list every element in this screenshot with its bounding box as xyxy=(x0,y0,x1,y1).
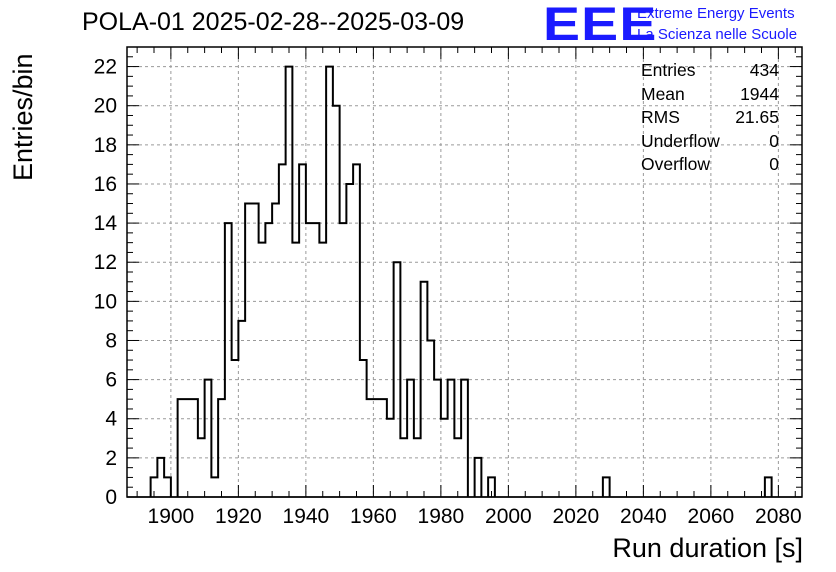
x-tick-label: 2000 xyxy=(485,505,532,528)
histogram-bin xyxy=(272,204,279,497)
histogram-bin xyxy=(225,223,232,497)
histogram-bin xyxy=(367,399,374,497)
histogram-bin xyxy=(461,380,468,497)
x-tick-label: 2060 xyxy=(688,505,735,528)
histogram-bin xyxy=(400,438,407,497)
x-tick-label: 2040 xyxy=(620,505,667,528)
stat-overflow: Overflow 0 xyxy=(641,153,779,177)
histogram-bin xyxy=(414,438,421,497)
histogram-bin xyxy=(184,399,191,497)
histogram-bin xyxy=(265,223,272,497)
histogram-bin xyxy=(421,282,428,497)
plot-title: POLA-01 2025-02-28--2025-03-09 xyxy=(82,8,465,36)
histogram-bin xyxy=(286,67,293,497)
histogram-bin xyxy=(232,360,239,497)
y-tick-label: 20 xyxy=(94,95,117,118)
histogram-bin xyxy=(394,262,401,497)
histogram-bin xyxy=(326,67,333,497)
histogram-bin xyxy=(252,204,259,497)
histogram-bin xyxy=(299,164,306,497)
y-tick-label: 6 xyxy=(105,369,117,392)
stat-overflow-value: 0 xyxy=(769,154,779,175)
histogram-bin xyxy=(380,399,387,497)
x-tick-label: 2020 xyxy=(553,505,600,528)
histogram-bin xyxy=(360,360,367,497)
histogram-bin xyxy=(407,380,414,497)
histogram-bin xyxy=(765,477,772,497)
logo-caption: Extreme Energy Events La Scienza nelle S… xyxy=(637,3,797,45)
x-tick-label: 1920 xyxy=(215,505,262,528)
y-tick-label: 8 xyxy=(105,329,117,352)
histogram-bin xyxy=(191,399,198,497)
histogram-bin xyxy=(454,438,461,497)
y-tick-label: 22 xyxy=(94,56,117,79)
histogram-bin xyxy=(434,380,441,497)
histogram-bin xyxy=(259,243,266,497)
histogram-bin xyxy=(292,243,299,497)
stat-underflow-value: 0 xyxy=(769,130,779,151)
y-tick-label: 10 xyxy=(94,290,117,313)
histogram-bin xyxy=(353,164,360,497)
stat-underflow: Underflow 0 xyxy=(641,130,779,154)
x-tick-label: 1980 xyxy=(418,505,465,528)
histogram-bin xyxy=(178,399,185,497)
x-tick-label: 1960 xyxy=(350,505,397,528)
y-tick-label: 2 xyxy=(105,447,117,470)
histogram-bin xyxy=(313,223,320,497)
stat-entries: Entries 434 xyxy=(641,59,779,83)
histogram-bin xyxy=(427,340,434,497)
histogram-bin xyxy=(603,477,610,497)
histogram-bin xyxy=(157,458,164,497)
stat-entries-label: Entries xyxy=(641,60,696,80)
histogram-bin xyxy=(218,399,225,497)
stat-rms-value: 21.65 xyxy=(735,107,779,128)
y-tick-label: 4 xyxy=(105,408,117,431)
histogram-bin xyxy=(205,380,212,497)
y-tick-label: 0 xyxy=(105,486,117,509)
histogram-bin xyxy=(319,243,326,497)
histogram-bin xyxy=(245,204,252,497)
histogram-bin xyxy=(333,106,340,497)
histogram-bin xyxy=(346,184,353,497)
logo-caption-line2: La Scienza nelle Scuole xyxy=(637,26,798,43)
histogram-steps xyxy=(149,65,773,497)
histogram-bin xyxy=(164,477,171,497)
stat-rms-label: RMS xyxy=(641,107,680,128)
histogram-bin xyxy=(279,164,286,497)
stat-overflow-label: Overflow xyxy=(641,154,711,175)
y-tick-label: 16 xyxy=(94,173,117,196)
stat-underflow-label: Underflow xyxy=(641,130,720,151)
histogram-bin xyxy=(441,419,448,497)
stats-box: Entries 434 Mean 1944 RMS 21.65 Underflo… xyxy=(641,59,779,177)
histogram-bin xyxy=(238,321,245,497)
y-tick-label: 14 xyxy=(94,212,118,235)
x-tick-label: 2080 xyxy=(755,505,802,528)
histogram-bin xyxy=(340,223,347,497)
stat-entries-value: 434 xyxy=(749,60,779,80)
histogram-bin xyxy=(373,399,380,497)
logo-caption-line1: Extreme Energy Events xyxy=(637,5,795,22)
eee-logo: EEE xyxy=(543,0,658,50)
y-tick-label: 18 xyxy=(94,134,117,157)
x-tick-label: 1900 xyxy=(148,505,195,528)
histogram-bin xyxy=(306,223,313,497)
x-axis-label: Run duration [s] xyxy=(612,533,803,563)
histogram-bin xyxy=(475,458,482,497)
stat-rms: RMS 21.65 xyxy=(641,106,779,130)
x-tick-label: 1940 xyxy=(283,505,330,528)
stat-mean: Mean 1944 xyxy=(641,83,779,107)
histogram-bin xyxy=(448,380,455,497)
stat-mean-value: 1944 xyxy=(740,83,779,104)
histogram-bin xyxy=(211,477,218,497)
y-tick-label: 12 xyxy=(94,251,117,274)
stat-mean-label: Mean xyxy=(641,83,685,104)
histogram-bin xyxy=(198,438,205,497)
y-axis-label: Entries/bin xyxy=(8,53,38,181)
histogram-bin xyxy=(387,419,394,497)
